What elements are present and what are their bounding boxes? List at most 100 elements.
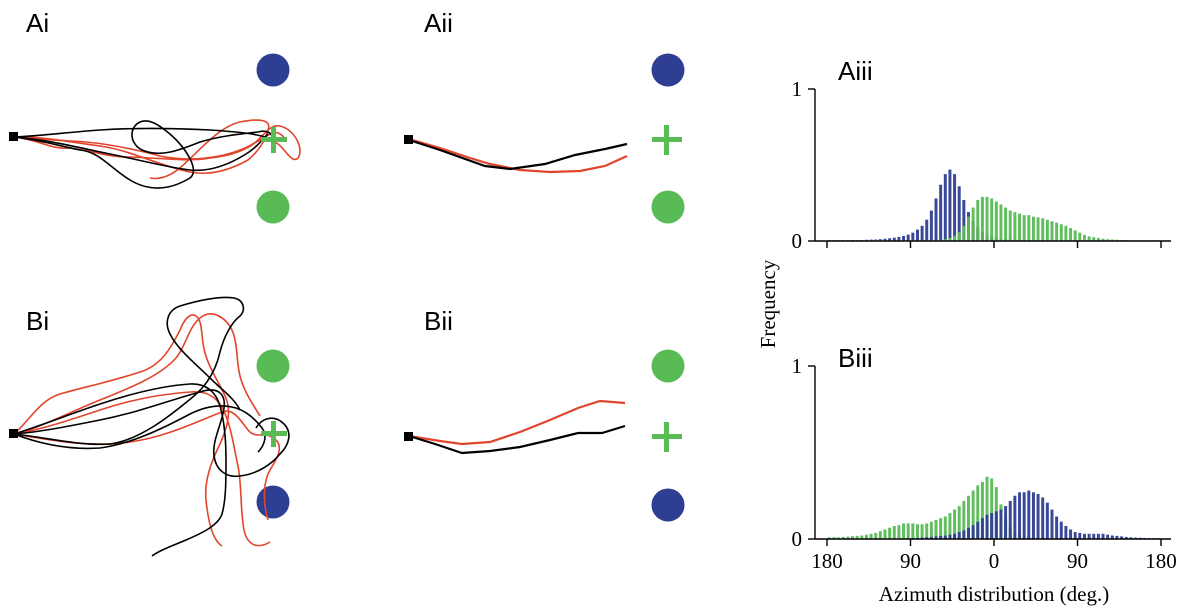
mean-trajectory-red [408, 137, 628, 174]
trajectory-black [13, 389, 290, 478]
histogram-bar-blue [1087, 533, 1091, 539]
histogram-bar-blue [980, 518, 984, 539]
histogram-bar-green [939, 518, 943, 539]
histogram-bar-green [1064, 225, 1068, 241]
x-tick-label: 180 [811, 549, 843, 573]
x-axis-title: Azimuth distribution (deg.) [879, 582, 1109, 606]
x-tick-label: 90 [900, 549, 921, 573]
histogram-bar-green [1082, 234, 1086, 241]
histogram-bar-green [999, 204, 1003, 241]
panel-ai: Ai [9, 8, 301, 224]
histogram-bar-green [906, 523, 910, 539]
histogram-bar-green [976, 199, 980, 241]
histogram-bar-blue [1069, 529, 1073, 539]
green-cross-icon [261, 421, 287, 447]
histogram-bar-green [934, 519, 938, 539]
histogram-bar-green [1059, 224, 1063, 241]
histogram-bar-blue [985, 514, 989, 539]
histogram-bar-blue [1013, 495, 1017, 539]
histogram-bar-green [948, 513, 952, 539]
histogram-bar-green [832, 537, 836, 539]
trajectory-black [13, 296, 245, 446]
histogram-bar-green [929, 521, 933, 539]
histogram-bar-green [962, 500, 966, 539]
histogram-bar-green [1031, 216, 1035, 241]
y-tick-label: 0 [792, 229, 803, 253]
histogram-bar-blue [1004, 506, 1008, 539]
blue-circle-marker [651, 488, 685, 522]
histogram-bar-blue [915, 229, 919, 241]
trajectory-black [13, 133, 269, 172]
histogram-bar-green [869, 533, 873, 539]
histogram-bar-green [915, 524, 919, 539]
histogram-bar-green [953, 235, 957, 241]
histogram-bar-green [1087, 236, 1091, 241]
panel-label-aii: Aii [424, 8, 453, 38]
mean-trajectory-black [408, 424, 626, 455]
histogram-bar-blue [902, 235, 906, 241]
green-circle-marker [256, 190, 290, 224]
start-square-icon [9, 429, 18, 438]
histogram-bar-blue [929, 210, 933, 241]
trajectory-red [13, 410, 281, 521]
histogram-bar-blue [1064, 526, 1068, 539]
histogram-bar-blue [1055, 516, 1059, 539]
trajectory-red [13, 391, 271, 547]
blue-circle-marker [256, 53, 290, 87]
histogram-bar-green [1036, 217, 1040, 241]
histogram-bar-green [985, 476, 989, 539]
histogram-bar-green [967, 216, 970, 241]
histogram-bar-blue [1018, 492, 1021, 539]
panel-label-ai: Ai [26, 8, 49, 38]
histogram-bar-green [971, 207, 975, 241]
histogram-bar-blue [934, 536, 938, 539]
histogram-bar-blue [962, 530, 966, 539]
histogram-bar-blue [976, 521, 980, 539]
histogram-bar-green [878, 531, 882, 539]
panel-bi: Bi [9, 296, 290, 557]
histogram-bar-green [967, 495, 970, 539]
histogram-bar-blue [957, 186, 961, 241]
histogram-bar-green [953, 509, 957, 539]
histogram-bar-green [1008, 210, 1012, 241]
histogram-bar-green [902, 523, 906, 539]
histogram-bar-green [888, 527, 892, 539]
histogram-bar-green [1041, 218, 1045, 241]
panel-label-bi: Bi [26, 306, 49, 336]
histogram-bar-green [943, 239, 947, 241]
histogram-bar-blue [1050, 509, 1054, 539]
histogram-bar-blue [1022, 492, 1026, 539]
panel-label-aiii: Aiii [838, 56, 873, 86]
histogram-bar-blue [1120, 536, 1124, 539]
histogram-bar-blue [1096, 533, 1100, 539]
green-circle-marker [256, 349, 290, 383]
histogram-bar-green [1078, 232, 1082, 241]
blue-circle-marker [256, 485, 290, 519]
histogram-bar-blue [920, 225, 924, 241]
histogram-bar-green [980, 196, 984, 241]
histogram-bar-green [1045, 219, 1049, 241]
histogram-bar-blue [962, 199, 966, 241]
histogram-bar-green [883, 529, 887, 539]
trajectory-black [13, 120, 273, 189]
histogram-bar-blue [967, 527, 970, 539]
histogram-bar-blue [1031, 492, 1035, 539]
histogram-bar-blue [1036, 494, 1040, 539]
start-square-icon [404, 135, 413, 144]
histogram-bar-green [980, 481, 984, 539]
histogram-bar-green [892, 526, 896, 539]
histogram-bar-green [920, 524, 924, 539]
histogram-bar-blue [1073, 532, 1077, 539]
histogram-bar-blue [906, 234, 910, 241]
histogram-bar-blue [948, 169, 952, 241]
green-circle-marker [651, 190, 685, 224]
histogram-bar-blue [925, 219, 929, 241]
green-cross-icon [652, 422, 682, 452]
histogram-bar-green [994, 201, 998, 241]
histogram-bar-blue [1041, 497, 1045, 539]
histogram-bar-blue [999, 509, 1003, 539]
histogram-bar-blue [939, 184, 943, 241]
histogram-bar-blue [1110, 535, 1114, 539]
histogram-bar-green [1013, 212, 1017, 241]
